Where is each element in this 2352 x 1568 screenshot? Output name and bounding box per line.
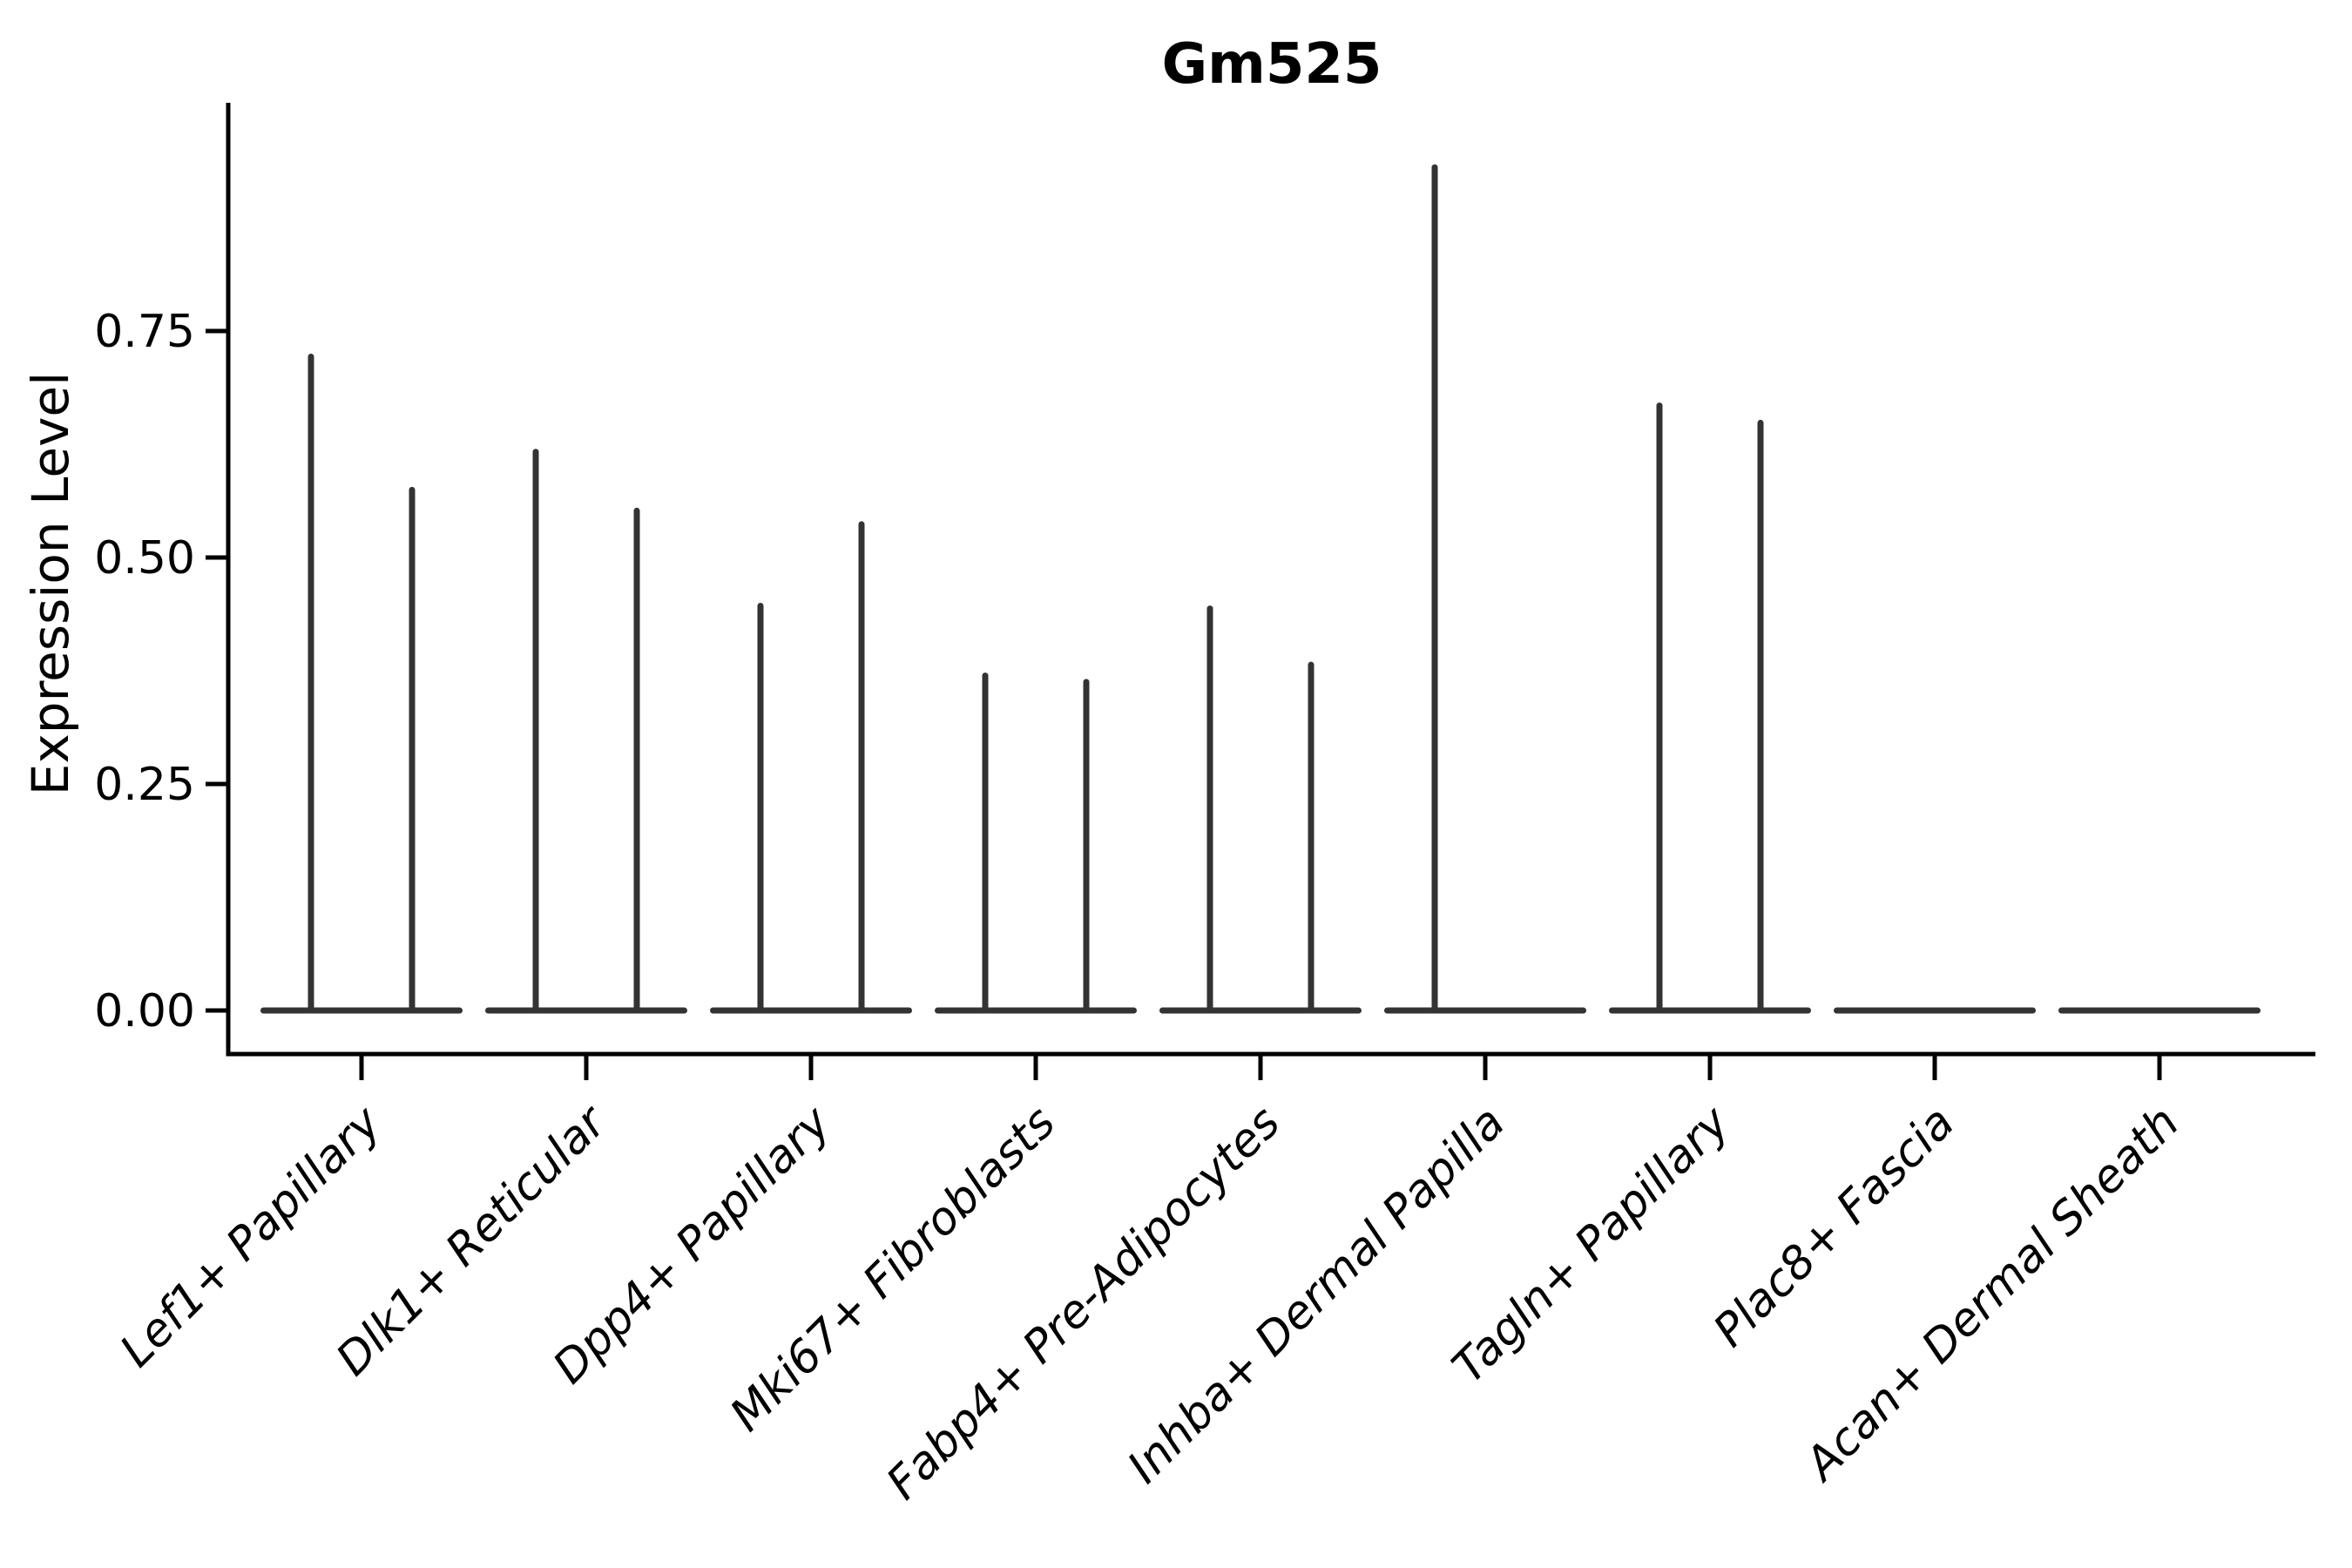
x-tick-label: Fabp4+ Pre-Adipocytes xyxy=(877,1097,1291,1511)
chart-title: Gm525 xyxy=(1162,32,1382,97)
y-tick-label: 0.25 xyxy=(94,759,195,811)
x-tick-label: Inhba+ Dermal Papilla xyxy=(1118,1097,1515,1494)
x-tick-label: Acan+ Dermal Sheath xyxy=(1794,1097,2189,1492)
x-tick-label: Plac8+ Fascia xyxy=(1704,1097,1964,1357)
y-tick-label: 0.75 xyxy=(94,306,195,358)
y-tick-label: 0.50 xyxy=(94,532,195,585)
y-axis-ticks: 0.00 0.25 0.50 0.75 xyxy=(94,306,226,1037)
y-tick-label: 0.00 xyxy=(94,985,195,1037)
y-axis-title: Expression Level xyxy=(21,372,80,795)
violins-layer xyxy=(260,164,2261,1014)
